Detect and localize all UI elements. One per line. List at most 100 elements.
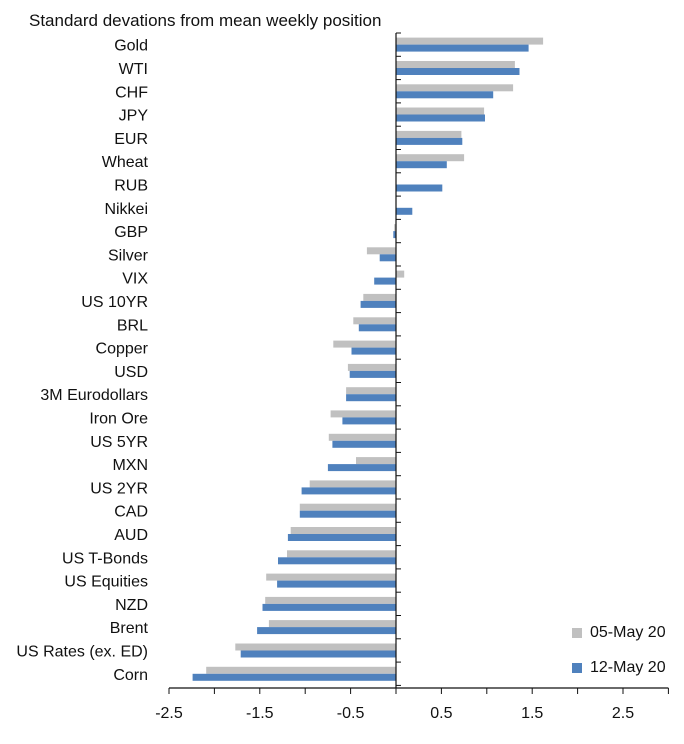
category-label-cad: CAD (114, 504, 148, 521)
bar-silver-series-1 (366, 247, 396, 255)
category-label-brent: Brent (110, 620, 149, 637)
bar-rub-series-2 (396, 184, 443, 192)
bar-us-2yr-series-1 (309, 480, 396, 488)
bar-wheat-series-2 (396, 161, 447, 169)
bar-us-rates-ex-ed-series-1 (235, 643, 396, 651)
bar-aud-series-1 (290, 527, 396, 534)
category-label-wti: WTI (119, 61, 148, 78)
bar-brl-series-2 (358, 324, 396, 332)
category-label-aud: AUD (114, 527, 148, 544)
category-label-vix: VIX (122, 271, 148, 288)
bar-nzd-series-1 (265, 596, 396, 604)
category-label-gbp: GBP (114, 224, 148, 241)
bar-gold-series-1 (396, 37, 544, 45)
bar-gbp-series-2 (393, 231, 396, 239)
labels-layer: Gold WTI CHF JPY EUR Wheat RUB Nikkei GBP Silver V… (16, 38, 634, 722)
bar-jpy-series-2 (396, 114, 485, 122)
bar-usd-series-2 (349, 370, 396, 378)
category-label-us-2yr: US 2YR (90, 480, 148, 497)
bar-iron-ore-series-2 (342, 417, 396, 425)
bar-iron-ore-series-1 (330, 410, 396, 418)
bar-us-t-bonds-series-2 (278, 557, 396, 565)
bar-us-t-bonds-series-1 (287, 550, 396, 558)
bar-us-5yr-series-2 (332, 440, 396, 448)
bars-layer (192, 37, 544, 681)
bar-vix-series-2 (374, 277, 396, 285)
bar-nzd-series-2 (262, 603, 396, 611)
bar-wti-series-2 (396, 68, 520, 75)
category-label-silver: Silver (108, 247, 149, 264)
category-label-jpy: JPY (119, 108, 149, 125)
chart-title: Standard devations from mean weekly posi… (29, 11, 382, 30)
bar-mxn-series-1 (356, 457, 396, 465)
x-tick-label: -0.5 (337, 705, 365, 722)
bar-mxn-series-2 (327, 464, 396, 472)
bar-us-10yr-series-1 (363, 293, 396, 301)
legend-label-series-2: 12-May 20 (590, 659, 666, 676)
category-label-chf: CHF (115, 84, 148, 101)
category-label-corn: Corn (113, 667, 148, 684)
category-label-iron-ore: Iron Ore (89, 410, 148, 427)
bar-us-2yr-series-2 (301, 487, 396, 495)
category-label-us-t-bonds: US T-Bonds (62, 550, 148, 567)
legend-item-series-1: 05-May 20 (572, 622, 666, 644)
legend-swatch-series-2 (572, 663, 582, 673)
bar-silver-series-2 (379, 254, 396, 262)
category-label-brl: BRL (117, 317, 148, 334)
category-label-eur: EUR (114, 131, 148, 148)
x-tick-label: 0.5 (430, 705, 452, 722)
bar-chf-series-2 (396, 91, 494, 99)
category-label-us-equities: US Equities (64, 574, 148, 591)
bar-cad-series-2 (299, 510, 396, 518)
bar-wheat-series-1 (396, 154, 465, 162)
bar-us-10yr-series-2 (360, 300, 396, 308)
bar-3m-eurodollars-series-1 (346, 387, 396, 395)
bar-usd-series-1 (347, 363, 396, 371)
bar-eur-series-2 (396, 137, 463, 145)
x-tick-label: 1.5 (521, 705, 543, 722)
bar-3m-eurodollars-series-2 (346, 394, 396, 402)
bar-us-equities-series-1 (266, 573, 396, 581)
bar-brent-series-1 (268, 620, 396, 628)
category-label-rub: RUB (114, 177, 148, 194)
category-label-copper: Copper (96, 341, 149, 358)
bar-aud-series-2 (287, 534, 396, 541)
bar-gbp-series-1 (394, 224, 396, 232)
axes-layer (168, 32, 669, 694)
category-label-wheat: Wheat (102, 154, 149, 171)
category-label-us-5yr: US 5YR (90, 434, 148, 451)
legend: 05-May 20 12-May 20 (572, 622, 666, 692)
bar-copper-series-2 (351, 347, 396, 355)
category-label-gold: Gold (114, 38, 148, 55)
bar-us-rates-ex-ed-series-2 (240, 650, 396, 658)
x-tick-label: 2.5 (612, 705, 634, 722)
bar-nikkei-series-2 (396, 207, 413, 215)
category-label-nikkei: Nikkei (104, 201, 148, 218)
category-label-3m-eurodollars: 3M Eurodollars (40, 387, 148, 404)
bar-jpy-series-1 (396, 107, 485, 115)
bar-us-5yr-series-1 (328, 433, 396, 441)
bar-us-equities-series-2 (277, 580, 396, 588)
legend-swatch-series-1 (572, 628, 582, 638)
bar-copper-series-1 (333, 340, 396, 348)
x-tick-label: -1.5 (246, 705, 274, 722)
bar-gold-series-2 (396, 44, 529, 52)
bar-chf-series-1 (396, 84, 514, 92)
bar-corn-series-1 (206, 666, 396, 674)
category-label-us-10yr: US 10YR (81, 294, 148, 311)
bar-brent-series-2 (257, 627, 396, 635)
category-label-nzd: NZD (115, 597, 148, 614)
bar-corn-series-2 (192, 673, 396, 681)
category-label-mxn: MXN (112, 457, 148, 474)
bar-eur-series-1 (396, 130, 462, 138)
category-label-usd: USD (114, 364, 148, 381)
legend-label-series-1: 05-May 20 (590, 624, 666, 641)
bar-vix-series-1 (396, 270, 405, 278)
bar-cad-series-1 (299, 503, 396, 511)
bar-brl-series-1 (353, 317, 396, 325)
legend-item-series-2: 12-May 20 (572, 657, 666, 679)
x-tick-label: -2.5 (155, 705, 183, 722)
category-label-us-rates-ex-ed: US Rates (ex. ED) (16, 643, 148, 660)
